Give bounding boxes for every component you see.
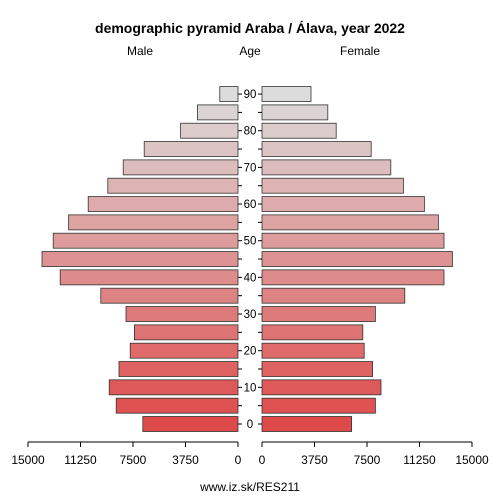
- female-bar-80-84: [261, 122, 337, 139]
- age-label: 40: [244, 272, 257, 284]
- male-bar-15-19: [118, 361, 239, 377]
- male-x-tick-label: 3750: [172, 453, 199, 467]
- female-bar-85-89: [261, 104, 329, 121]
- male-bar-30-34: [125, 306, 239, 322]
- chart-title: demographic pyramid Araba / Álava, year …: [95, 20, 405, 36]
- female-bar-50-54: [261, 232, 445, 249]
- female-x-tick-label: 15000: [455, 453, 489, 467]
- male-bar-20-24: [129, 342, 239, 359]
- male-bar-5-9: [115, 397, 239, 414]
- age-label: 10: [244, 382, 257, 394]
- female-bar-10-14: [261, 379, 382, 396]
- male-bar-70-74: [122, 159, 239, 176]
- male-bar-50-54: [52, 232, 239, 249]
- female-bar-25-29: [261, 324, 364, 341]
- female-bar-75-79: [261, 141, 372, 157]
- x-axis: 15000 11250 7500 3750 0 0 3750 7500 11250 15000: [11, 441, 489, 467]
- age-label: 50: [244, 236, 257, 248]
- female-bar-70-74: [261, 159, 392, 176]
- male-bar-0-4: [142, 416, 239, 432]
- male-header: Male: [127, 44, 153, 58]
- male-bar-55-59: [68, 214, 239, 231]
- age-label: 90: [244, 89, 257, 101]
- male-x-tick-label: 15000: [11, 453, 45, 467]
- footer-source: www.iz.sk/RES211: [199, 480, 300, 494]
- male-bars: [41, 86, 239, 432]
- male-bar-10-14: [108, 379, 239, 396]
- age-label: 20: [244, 346, 257, 358]
- male-bar-45-49: [41, 251, 239, 267]
- female-bar-0-4: [261, 416, 352, 432]
- female-bars: [261, 86, 453, 432]
- male-bar-85-89: [196, 104, 239, 121]
- female-bar-5-9: [261, 397, 376, 414]
- age-label: 70: [244, 162, 257, 174]
- age-label: 0: [247, 419, 253, 431]
- female-bar-35-39: [261, 287, 406, 304]
- female-bar-45-49: [261, 251, 453, 267]
- male-bar-60-64: [87, 196, 239, 212]
- male-bar-75-79: [143, 141, 239, 157]
- male-x-tick-label: 7500: [120, 453, 147, 467]
- age-label: 30: [244, 309, 257, 321]
- age-label: 80: [244, 126, 257, 138]
- male-bar-40-44: [59, 269, 239, 286]
- male-bar-65-69: [107, 177, 239, 194]
- age-label: 60: [244, 199, 257, 211]
- male-bar-35-39: [100, 287, 239, 304]
- age-header: Age: [239, 44, 261, 58]
- female-x-tick-label: 7500: [354, 453, 381, 467]
- female-bar-15-19: [261, 361, 373, 377]
- female-x-tick-label: 11250: [403, 453, 436, 467]
- female-bar-90+: [261, 86, 312, 102]
- female-header: Female: [340, 44, 380, 58]
- female-bar-60-64: [261, 196, 425, 212]
- male-bar-80-84: [180, 122, 239, 139]
- female-bar-40-44: [261, 269, 445, 286]
- female-bar-30-34: [261, 306, 376, 322]
- male-x-tick-label: 11250: [64, 453, 97, 467]
- female-bar-55-59: [261, 214, 439, 231]
- female-x-tick-label: 3750: [301, 453, 328, 467]
- female-bar-65-69: [261, 177, 404, 194]
- male-bar-25-29: [133, 324, 239, 341]
- male-x-tick-label: 0: [235, 453, 242, 467]
- male-bar-90+: [219, 86, 239, 102]
- female-bar-20-24: [261, 342, 365, 359]
- age-axis: 0 10 20 30 40 50 60 70 80 90: [238, 89, 262, 431]
- female-x-tick-label: 0: [259, 453, 266, 467]
